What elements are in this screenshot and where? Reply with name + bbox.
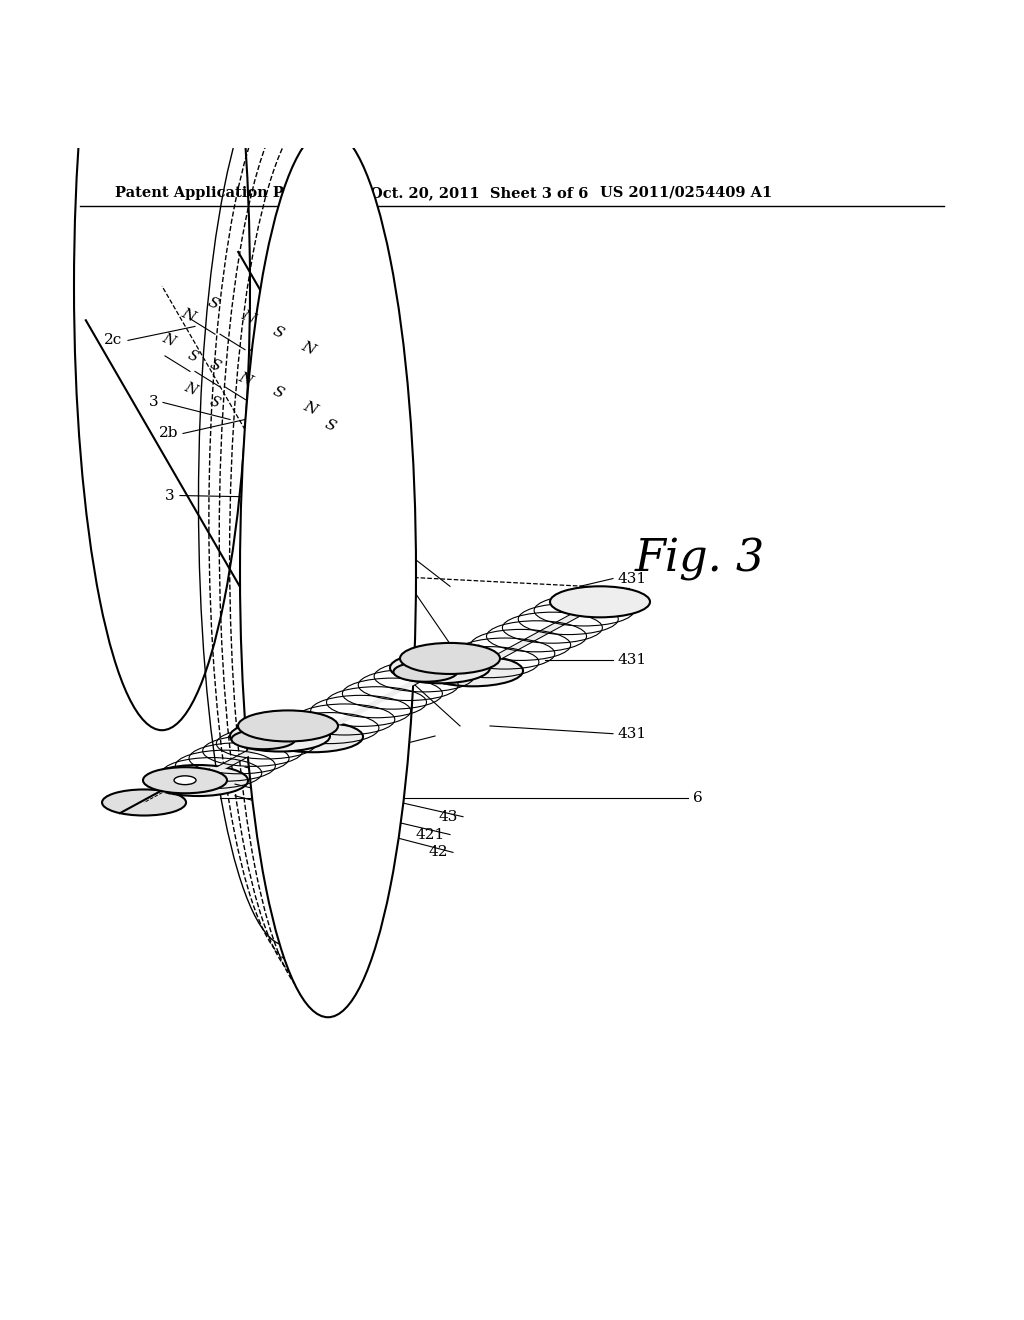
Text: N: N xyxy=(160,331,176,350)
Text: Patent Application Publication: Patent Application Publication xyxy=(115,186,367,201)
Text: 3: 3 xyxy=(148,396,158,409)
Text: S: S xyxy=(205,294,221,312)
Ellipse shape xyxy=(174,776,196,784)
Ellipse shape xyxy=(148,766,248,796)
Text: 431: 431 xyxy=(618,572,647,586)
Text: N: N xyxy=(301,399,319,417)
Polygon shape xyxy=(408,645,478,680)
Text: N: N xyxy=(181,380,199,397)
Ellipse shape xyxy=(102,789,186,816)
Text: 5: 5 xyxy=(398,676,408,690)
Ellipse shape xyxy=(143,767,227,793)
Ellipse shape xyxy=(230,721,330,751)
Text: Oct. 20, 2011  Sheet 3 of 6: Oct. 20, 2011 Sheet 3 of 6 xyxy=(370,186,589,201)
Text: N: N xyxy=(236,370,254,388)
Polygon shape xyxy=(169,723,308,793)
Text: 4: 4 xyxy=(369,742,378,756)
Polygon shape xyxy=(120,770,209,813)
Text: 4: 4 xyxy=(369,527,378,541)
Ellipse shape xyxy=(550,586,650,618)
Text: 431: 431 xyxy=(618,727,647,741)
Text: S: S xyxy=(270,384,286,401)
Text: 431: 431 xyxy=(618,653,647,667)
Ellipse shape xyxy=(231,730,296,750)
Text: US 2011/0254409 A1: US 2011/0254409 A1 xyxy=(600,186,772,201)
Ellipse shape xyxy=(423,655,523,686)
Text: 43: 43 xyxy=(438,809,458,824)
Ellipse shape xyxy=(74,0,250,730)
Text: 6: 6 xyxy=(693,791,702,805)
Polygon shape xyxy=(444,589,629,684)
Text: 2a: 2a xyxy=(244,550,262,565)
Text: N: N xyxy=(179,306,197,323)
Text: S: S xyxy=(207,356,222,374)
Text: 3: 3 xyxy=(165,488,175,503)
Text: N: N xyxy=(299,339,317,358)
Ellipse shape xyxy=(263,721,364,752)
Text: Fig. 3: Fig. 3 xyxy=(635,537,765,581)
Ellipse shape xyxy=(393,661,458,681)
Text: N: N xyxy=(239,308,257,326)
Text: 421: 421 xyxy=(416,828,445,842)
Polygon shape xyxy=(285,655,469,750)
Text: 5: 5 xyxy=(385,564,395,578)
Text: 2c: 2c xyxy=(103,334,122,347)
Polygon shape xyxy=(245,713,316,747)
Ellipse shape xyxy=(390,652,490,684)
Ellipse shape xyxy=(238,710,338,742)
Ellipse shape xyxy=(240,129,416,1018)
Text: S: S xyxy=(270,325,286,341)
Text: S: S xyxy=(323,417,338,434)
Text: 42: 42 xyxy=(428,845,449,859)
Text: 4: 4 xyxy=(369,638,378,652)
Polygon shape xyxy=(86,252,404,607)
Text: S: S xyxy=(208,395,222,411)
Text: S: S xyxy=(185,347,201,364)
Ellipse shape xyxy=(400,643,500,675)
Text: 2b: 2b xyxy=(159,426,178,441)
